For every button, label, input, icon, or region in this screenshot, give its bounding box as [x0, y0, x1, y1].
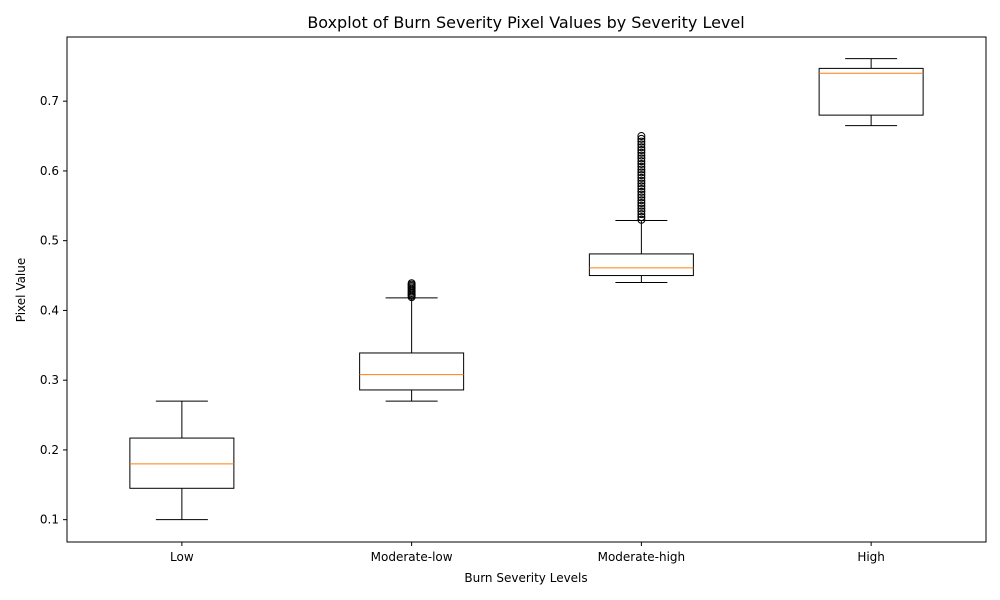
flier-point	[637, 196, 646, 205]
flier-point	[637, 176, 646, 185]
x-tick-label: Moderate-low	[371, 550, 453, 564]
flier-point	[637, 215, 646, 224]
box	[588, 253, 694, 277]
flier-point	[637, 143, 646, 152]
plot-frame	[66, 36, 987, 543]
plot-elements	[129, 58, 924, 521]
box	[129, 437, 235, 489]
box-group-low	[129, 400, 235, 521]
flier-point	[637, 207, 646, 216]
flier-point	[637, 185, 646, 194]
box-group-high	[818, 58, 924, 127]
flier-point	[637, 182, 646, 191]
y-axis: 0.1 0.2 0.3 0.4 0.5 0.6 0.7	[40, 94, 67, 527]
y-tick-label: 0.4	[40, 303, 59, 317]
x-tick-label: Moderate-high	[598, 550, 686, 564]
flier-point	[637, 190, 646, 199]
y-tick-label: 0.3	[40, 373, 59, 387]
flier-point	[637, 173, 646, 182]
y-axis-label: Pixel Value	[14, 258, 28, 323]
flier-point	[637, 151, 646, 160]
flier-point	[637, 171, 646, 180]
flier-point	[637, 134, 646, 143]
flier-point	[637, 212, 646, 221]
y-tick-label: 0.1	[40, 513, 59, 527]
flier-point	[637, 187, 646, 196]
y-tick-label: 0.2	[40, 443, 59, 457]
flier-point	[637, 179, 646, 188]
flier-point	[637, 201, 646, 210]
x-axis-label: Burn Severity Levels	[464, 571, 587, 585]
x-tick-label: Low	[170, 550, 194, 564]
flier-point	[637, 157, 646, 166]
flier-point	[637, 168, 646, 177]
flier-point	[637, 148, 646, 157]
flier-point	[637, 140, 646, 149]
box	[818, 67, 924, 116]
y-tick-label: 0.6	[40, 164, 59, 178]
x-tick-label: High	[857, 550, 885, 564]
flier-point	[637, 145, 646, 154]
flier-point	[407, 279, 416, 288]
flier-point	[637, 204, 646, 213]
flier-point	[637, 193, 646, 202]
flier-point	[637, 159, 646, 168]
box	[359, 352, 465, 391]
chart-title: Boxplot of Burn Severity Pixel Values by…	[307, 13, 744, 32]
x-axis: Low Moderate-low Moderate-high High	[170, 542, 885, 564]
y-tick-label: 0.7	[40, 94, 59, 108]
box-group-moderate-high	[588, 132, 694, 284]
flier-point	[637, 132, 646, 141]
flier-point	[637, 162, 646, 171]
flier-point	[637, 154, 646, 163]
flier-point	[637, 165, 646, 174]
y-tick-label: 0.5	[40, 234, 59, 248]
flier-point	[637, 137, 646, 146]
box-group-moderate-low	[359, 279, 465, 402]
flier-point	[637, 210, 646, 219]
flier-point	[637, 199, 646, 208]
